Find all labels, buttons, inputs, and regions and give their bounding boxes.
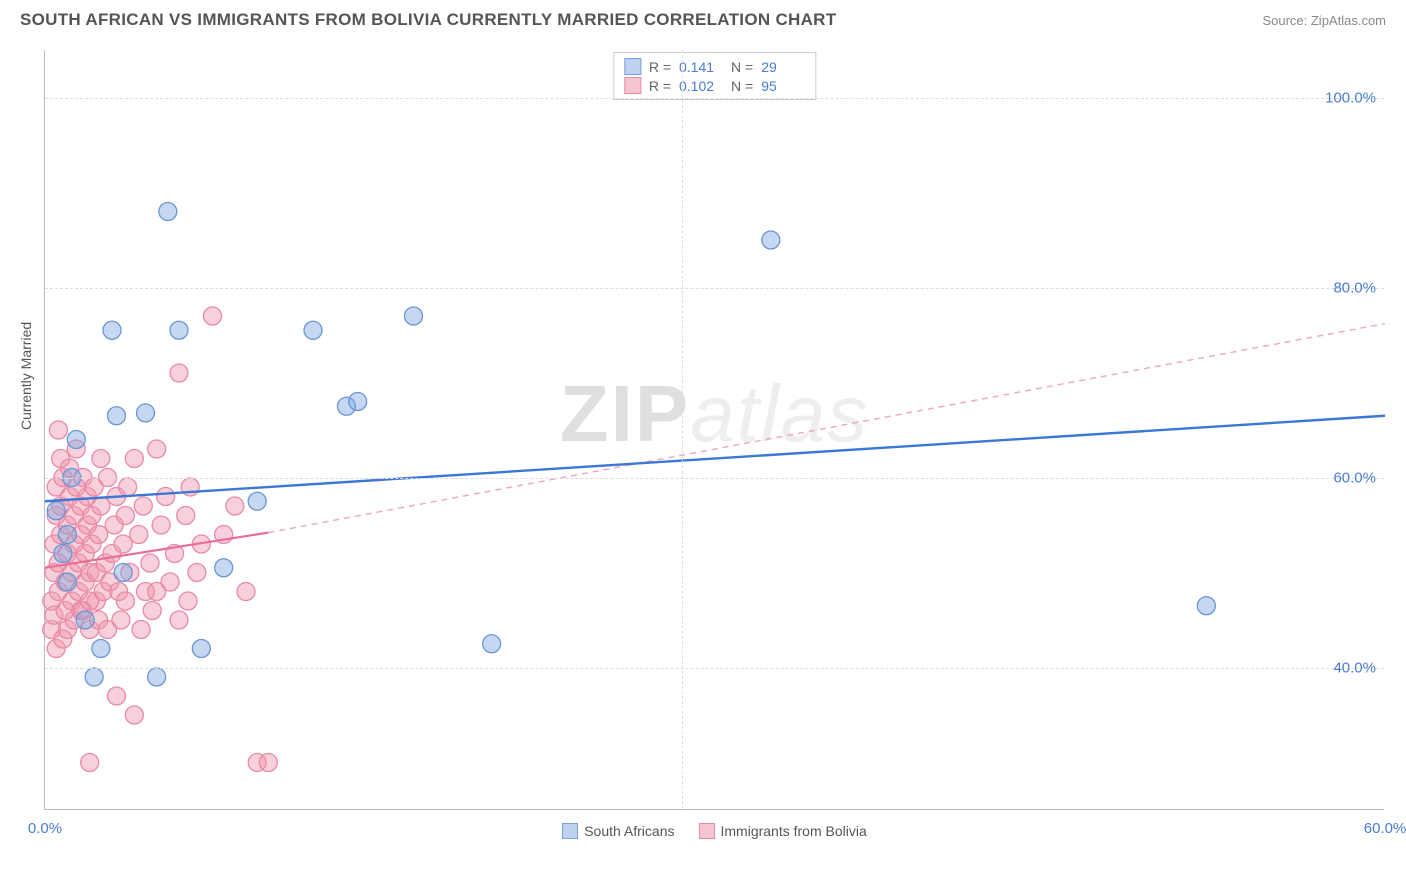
scatter-point <box>90 526 108 544</box>
r-value-sa: 0.141 <box>679 59 723 75</box>
y-tick-label: 60.0% <box>1333 469 1376 486</box>
scatter-point <box>92 450 110 468</box>
x-tick-label: 0.0% <box>28 820 62 837</box>
legend-item-bo: Immigrants from Bolivia <box>699 823 867 839</box>
scatter-point <box>237 583 255 601</box>
gridline-h <box>45 288 1384 289</box>
r-value-bo: 0.102 <box>679 78 723 94</box>
scatter-point <box>215 559 233 577</box>
scatter-point <box>58 573 76 591</box>
scatter-point <box>141 554 159 572</box>
y-axis-title: Currently Married <box>18 322 34 430</box>
scatter-point <box>132 621 150 639</box>
chart-title: SOUTH AFRICAN VS IMMIGRANTS FROM BOLIVIA… <box>20 10 836 30</box>
scatter-point <box>170 611 188 629</box>
y-tick-label: 80.0% <box>1333 279 1376 296</box>
scatter-point <box>405 307 423 325</box>
scatter-point <box>116 507 134 525</box>
scatter-point <box>92 497 110 515</box>
n-label: N = <box>731 78 753 94</box>
scatter-point <box>85 668 103 686</box>
scatter-point <box>119 478 137 496</box>
scatter-point <box>349 393 367 411</box>
legend-swatch-sa <box>624 58 641 75</box>
scatter-point <box>259 754 277 772</box>
r-label: R = <box>649 78 671 94</box>
scatter-point <box>170 364 188 382</box>
scatter-point <box>204 307 222 325</box>
scatter-point <box>125 706 143 724</box>
scatter-point <box>157 488 175 506</box>
scatter-point <box>148 668 166 686</box>
scatter-point <box>92 640 110 658</box>
scatter-point <box>143 602 161 620</box>
y-tick-label: 100.0% <box>1325 89 1376 106</box>
legend-stats-row-2: R = 0.102 N = 95 <box>624 76 805 95</box>
x-tick-label: 60.0% <box>1364 820 1406 837</box>
legend-swatch-sa-bottom <box>562 823 578 839</box>
scatter-point <box>152 516 170 534</box>
legend-swatch-bo <box>624 77 641 94</box>
chart-plot-area: ZIPatlas R = 0.141 N = 29 R = 0.102 N = … <box>44 50 1384 810</box>
y-tick-label: 40.0% <box>1333 659 1376 676</box>
n-value-bo: 95 <box>761 78 805 94</box>
scatter-point <box>226 497 244 515</box>
scatter-point <box>304 321 322 339</box>
scatter-point <box>67 431 85 449</box>
scatter-point <box>762 231 780 249</box>
legend-label-sa: South Africans <box>584 823 674 839</box>
n-value-sa: 29 <box>761 59 805 75</box>
gridline-h <box>45 668 1384 669</box>
scatter-point <box>116 592 134 610</box>
scatter-point <box>114 564 132 582</box>
gridline-v <box>682 50 683 809</box>
scatter-point <box>148 440 166 458</box>
plot-svg <box>45 50 1384 809</box>
scatter-point <box>103 321 121 339</box>
legend-swatch-bo-bottom <box>699 823 715 839</box>
scatter-point <box>130 526 148 544</box>
scatter-point <box>107 407 125 425</box>
scatter-point <box>137 404 155 422</box>
scatter-point <box>112 611 130 629</box>
legend-item-sa: South Africans <box>562 823 674 839</box>
scatter-point <box>81 754 99 772</box>
gridline-h <box>45 478 1384 479</box>
r-label: R = <box>649 59 671 75</box>
scatter-point <box>125 450 143 468</box>
scatter-point <box>76 611 94 629</box>
scatter-point <box>177 507 195 525</box>
scatter-point <box>47 502 65 520</box>
scatter-point <box>1197 597 1215 615</box>
scatter-point <box>192 640 210 658</box>
scatter-point <box>107 687 125 705</box>
scatter-point <box>188 564 206 582</box>
legend-label-bo: Immigrants from Bolivia <box>721 823 867 839</box>
scatter-point <box>159 203 177 221</box>
scatter-point <box>134 497 152 515</box>
scatter-point <box>483 635 501 653</box>
scatter-point <box>179 592 197 610</box>
scatter-point <box>49 421 67 439</box>
scatter-point <box>58 526 76 544</box>
legend-stats-row-1: R = 0.141 N = 29 <box>624 57 805 76</box>
legend-stats: R = 0.141 N = 29 R = 0.102 N = 95 <box>613 52 816 100</box>
source-label: Source: ZipAtlas.com <box>1262 13 1386 28</box>
scatter-point <box>248 492 266 510</box>
scatter-point <box>54 545 72 563</box>
scatter-point <box>148 583 166 601</box>
n-label: N = <box>731 59 753 75</box>
gridline-h <box>45 98 1384 99</box>
legend-series: South Africans Immigrants from Bolivia <box>45 823 1384 839</box>
scatter-point <box>114 535 132 553</box>
scatter-point <box>170 321 188 339</box>
